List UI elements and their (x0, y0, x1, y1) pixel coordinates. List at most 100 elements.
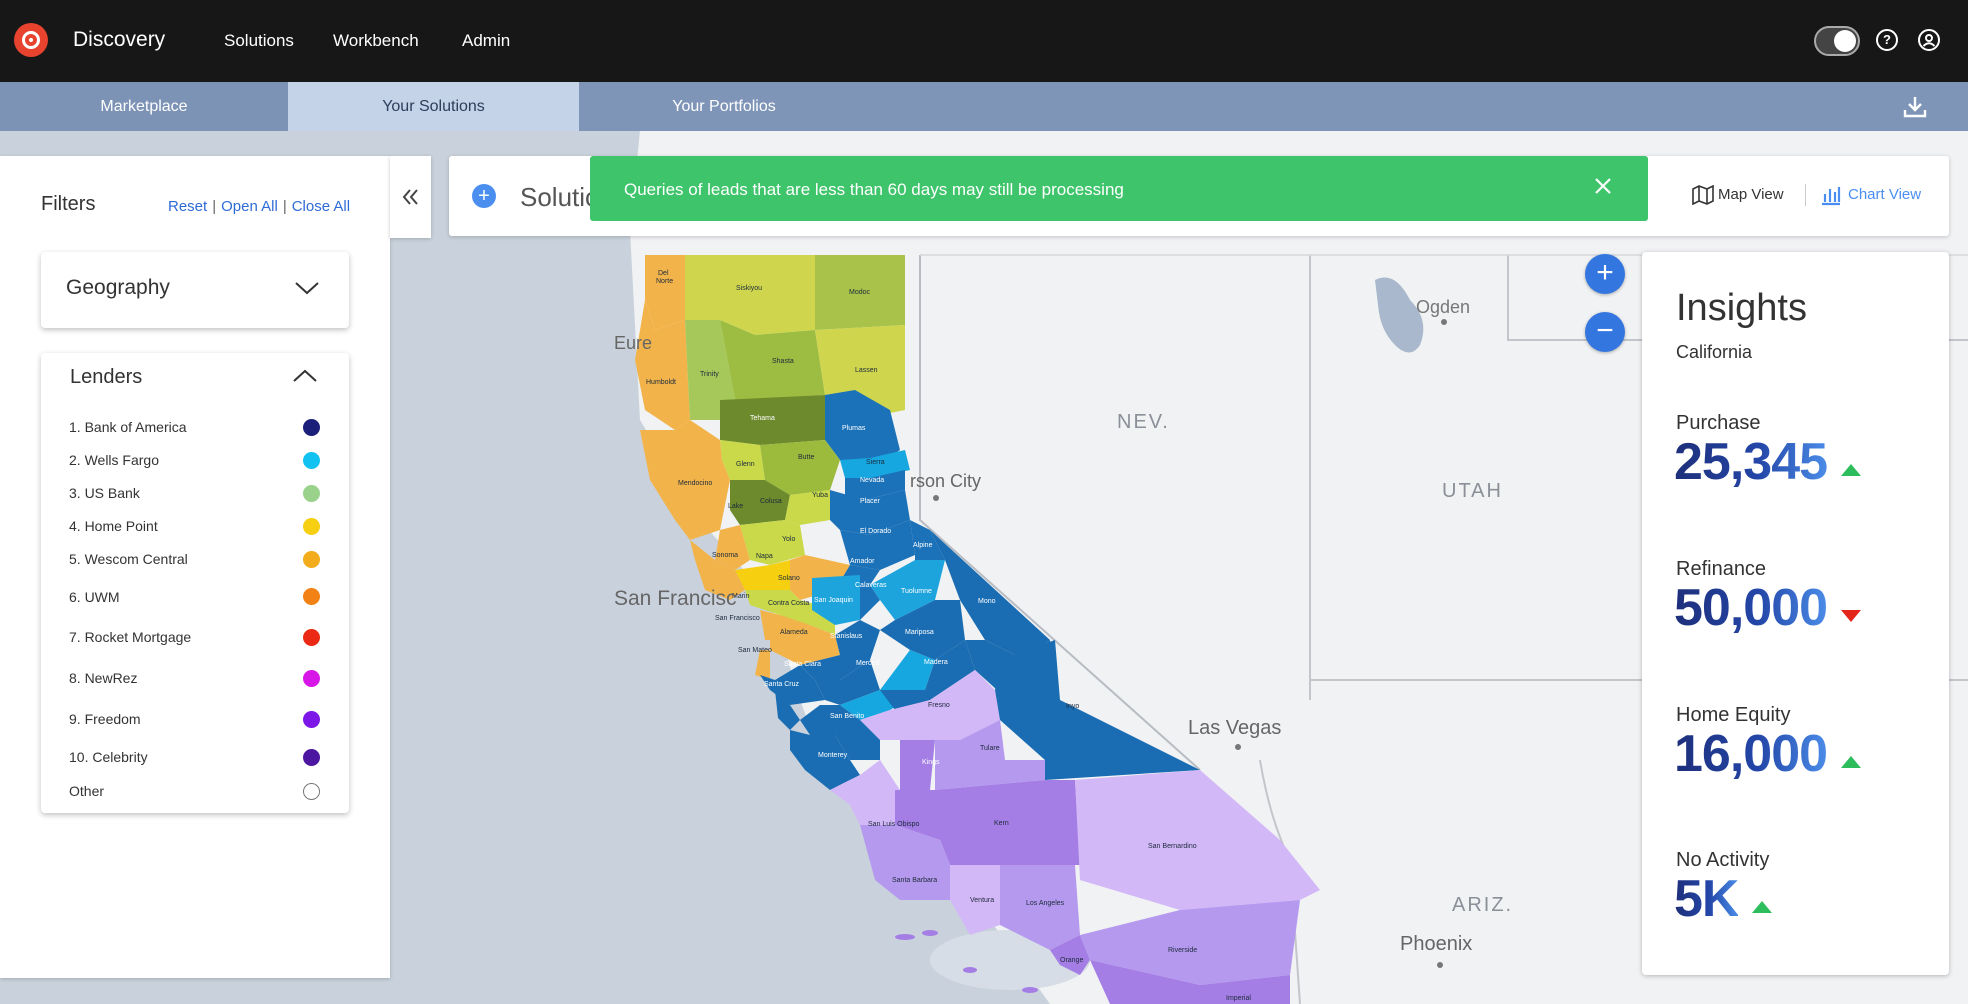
account-icon[interactable] (1918, 29, 1940, 51)
map-view-button[interactable]: Map View (1718, 186, 1784, 203)
geography-filter-card[interactable] (41, 252, 349, 328)
reset-link[interactable]: Reset (168, 198, 208, 215)
lender-label[interactable]: Other (69, 783, 105, 799)
lender-label[interactable]: 1. Bank of America (69, 419, 187, 435)
lender-label[interactable]: 8. NewRez (69, 670, 138, 686)
svg-text:Glenn: Glenn (736, 461, 755, 468)
lender-label[interactable]: 5. Wescom Central (69, 551, 188, 567)
metric-home-equity: 16,000 (1674, 724, 1862, 784)
view-divider (1805, 184, 1806, 206)
svg-text:Riverside: Riverside (1168, 947, 1197, 954)
banner-message: Queries of leads that are less than 60 d… (624, 180, 1124, 199)
map-label-phoenix: Phoenix (1400, 933, 1473, 955)
svg-text:San Joaquin: San Joaquin (814, 597, 853, 604)
chevron-up-icon[interactable] (292, 368, 318, 389)
lender-label[interactable]: 10. Celebrity (69, 749, 148, 765)
metric-purchase: 25,345 (1674, 432, 1862, 492)
nav-workbench[interactable]: Workbench (333, 31, 419, 50)
lender-color-swatch[interactable] (303, 419, 320, 436)
close-icon[interactable] (1593, 174, 1613, 200)
svg-text:Nevada: Nevada (860, 477, 884, 484)
trend-up-icon (1752, 901, 1773, 913)
lender-color-swatch[interactable] (303, 588, 320, 605)
solution-name[interactable]: Solutio (520, 182, 600, 212)
nav-admin[interactable]: Admin (462, 31, 511, 50)
svg-text:Mariposa: Mariposa (905, 629, 934, 636)
nav-solutions[interactable]: Solutions (224, 31, 294, 50)
svg-text:Monterey: Monterey (818, 752, 848, 759)
svg-text:San Bernardino: San Bernardino (1148, 843, 1197, 850)
help-icon[interactable]: ? (1876, 29, 1898, 51)
svg-text:Santa Cruz: Santa Cruz (764, 681, 800, 688)
lender-label[interactable]: 9. Freedom (69, 711, 141, 727)
svg-text:Marin: Marin (732, 593, 750, 600)
chart-view-button[interactable]: Chart View (1848, 186, 1922, 203)
svg-text:Colusa: Colusa (760, 498, 782, 505)
svg-text:Fresno: Fresno (928, 702, 950, 709)
lenders-filter-label: Lenders (70, 366, 143, 388)
map-label-las-vegas: Las Vegas (1188, 717, 1282, 739)
svg-text:Kings: Kings (922, 759, 940, 766)
lender-color-swatch[interactable] (303, 518, 320, 535)
open-all-link[interactable]: Open All (221, 198, 278, 215)
lender-label[interactable]: 7. Rocket Mortgage (69, 629, 192, 645)
svg-text:Mendocino: Mendocino (678, 480, 712, 487)
top-navigation-bar (0, 0, 1968, 82)
metric-label: No Activity (1676, 849, 1770, 871)
lender-label[interactable]: 4. Home Point (69, 518, 158, 534)
metric-value: 50,000 (1674, 579, 1828, 637)
lender-color-swatch[interactable] (303, 452, 320, 469)
svg-text:Humboldt: Humboldt (646, 379, 676, 386)
app-title[interactable]: Discovery (73, 28, 166, 51)
lender-color-swatch[interactable] (303, 711, 320, 728)
trend-down-icon (1841, 610, 1862, 622)
svg-text:Calaveras: Calaveras (855, 582, 887, 589)
tab-your-solutions[interactable]: Your Solutions (288, 82, 579, 131)
svg-text:Stanislaus: Stanislaus (830, 633, 863, 640)
map-label-eureka: Eure (614, 333, 653, 353)
svg-text:Del: Del (658, 270, 669, 277)
insights-title: Insights (1676, 287, 1807, 329)
download-icon[interactable] (1902, 94, 1928, 125)
bar-chart-icon (1820, 184, 1842, 211)
svg-text:Sonoma: Sonoma (712, 552, 738, 559)
close-all-link[interactable]: Close All (291, 198, 351, 215)
lender-color-swatch[interactable] (303, 670, 320, 687)
zoom-in-button[interactable]: + (1585, 254, 1625, 294)
lender-color-swatch[interactable] (303, 749, 320, 766)
svg-text:Alpine: Alpine (913, 542, 933, 549)
svg-text:Norte: Norte (656, 278, 673, 285)
lender-color-swatch[interactable] (303, 783, 320, 800)
metric-value: 5K (1674, 870, 1739, 928)
collapse-panel-button[interactable] (390, 156, 431, 238)
svg-text:Contra Costa: Contra Costa (768, 600, 809, 607)
chevron-down-icon[interactable] (294, 280, 320, 301)
svg-text:Napa: Napa (756, 553, 773, 560)
dark-mode-toggle[interactable] (1814, 26, 1860, 56)
lender-color-swatch[interactable] (303, 629, 320, 646)
lender-color-swatch[interactable] (303, 485, 320, 502)
svg-text:Tuolumne: Tuolumne (901, 588, 932, 595)
filters-title: Filters (41, 193, 96, 215)
svg-text:Shasta: Shasta (772, 358, 794, 365)
svg-text:San Francisco: San Francisco (715, 615, 760, 622)
notification-banner (590, 156, 1648, 221)
zoom-out-button[interactable]: − (1585, 312, 1625, 352)
lender-color-swatch[interactable] (303, 551, 320, 568)
lender-label[interactable]: 3. US Bank (69, 485, 140, 501)
map-label-arizona: ARIZ. (1452, 894, 1514, 916)
lender-label[interactable]: 6. UWM (69, 589, 120, 605)
map-label-ogden: Ogden (1416, 297, 1471, 317)
map-label-carson-city: rson City (910, 471, 982, 491)
svg-text:Placer: Placer (860, 498, 881, 505)
lender-label[interactable]: 2. Wells Fargo (69, 452, 159, 468)
tab-marketplace[interactable]: Marketplace (0, 82, 288, 131)
tab-your-portfolios[interactable]: Your Portfolios (672, 98, 776, 115)
app-logo-icon[interactable] (14, 23, 48, 57)
svg-text:Trinity: Trinity (700, 371, 719, 378)
add-solution-icon[interactable]: + (472, 184, 496, 208)
svg-text:Inyo: Inyo (1066, 703, 1079, 710)
svg-text:Ventura: Ventura (970, 897, 994, 904)
map-label-utah: UTAH (1442, 480, 1503, 502)
svg-text:Tulare: Tulare (980, 745, 1000, 752)
